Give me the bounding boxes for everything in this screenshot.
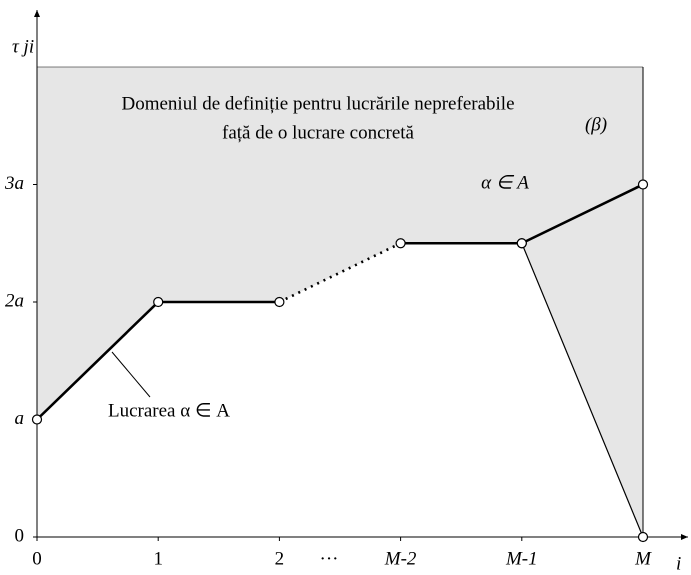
annotation: Lucrarea α ∈ A xyxy=(108,400,230,421)
y-tick-label: 2a xyxy=(5,290,24,311)
x-tick-label: M-2 xyxy=(384,548,417,569)
annotation: α ∈ A xyxy=(481,172,529,193)
point xyxy=(637,531,649,543)
point xyxy=(637,179,649,190)
line-thin xyxy=(521,243,644,538)
x-tick-label: M-1 xyxy=(505,548,538,569)
point xyxy=(31,414,43,425)
annotation: (β) xyxy=(585,114,607,135)
x-tick-label: 0 xyxy=(32,548,42,569)
point xyxy=(274,296,285,308)
leader-line xyxy=(111,351,151,398)
y-axis-label: τ ji xyxy=(12,36,34,57)
x-tick-label: M xyxy=(634,548,652,569)
y-tick-label: 0 xyxy=(15,525,25,546)
y-tick-label: 3a xyxy=(4,173,24,194)
ellipsis: ··· xyxy=(320,548,339,569)
point xyxy=(153,296,164,308)
annotation: față de o lucrare concretă xyxy=(222,122,415,143)
point xyxy=(516,238,527,249)
x-tick-label: 2 xyxy=(275,548,285,569)
x-tick-label: 1 xyxy=(153,548,163,569)
domain-region xyxy=(37,67,643,537)
x-axis-label: i xyxy=(676,553,681,574)
y-tick-label: a xyxy=(15,408,25,429)
point xyxy=(395,238,406,249)
line-dotted xyxy=(278,242,402,304)
annotation: Domeniul de definiție pentru lucrările n… xyxy=(121,93,514,114)
